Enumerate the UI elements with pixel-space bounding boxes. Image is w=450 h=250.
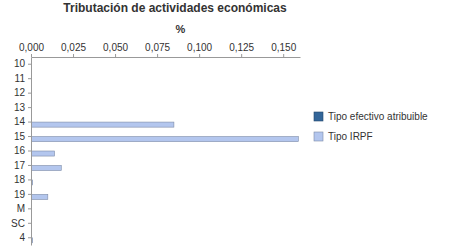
tick-label: 13 (14, 102, 26, 113)
bars (31, 122, 298, 243)
tick-label: 15 (14, 131, 26, 142)
tick-mark (28, 208, 31, 209)
chart: Tributación de actividades económicas%0,… (0, 0, 450, 250)
legend-swatch (314, 112, 323, 121)
tick: 14 (14, 116, 31, 127)
tick-label: 10 (14, 58, 26, 69)
tick: 0,150 (271, 42, 296, 57)
tick-mark (28, 223, 31, 224)
tick-mark (199, 54, 200, 57)
bar (31, 194, 48, 199)
tick-label: 4 (19, 232, 25, 243)
tick: SC (11, 218, 31, 229)
tick: 17 (14, 160, 31, 171)
tick-label: 12 (14, 87, 26, 98)
tick-mark (28, 237, 31, 238)
tick: 15 (14, 131, 31, 142)
legend-swatch (314, 132, 323, 141)
tick-label: 0,050 (103, 42, 128, 53)
tick-label: SC (11, 218, 25, 229)
tick-label: 0,125 (229, 42, 254, 53)
tick: 19 (14, 189, 31, 200)
tick-label: 0,025 (61, 42, 86, 53)
title: Tributación de actividades económicas (63, 1, 287, 15)
tick: 0,075 (145, 42, 170, 57)
tick: 0,100 (187, 42, 212, 57)
tick-label: 16 (14, 145, 26, 156)
tick-mark (28, 165, 31, 166)
tick-label: 19 (14, 189, 26, 200)
tick-mark (157, 54, 158, 57)
tick: 12 (14, 87, 31, 98)
tick-label: 18 (14, 174, 26, 185)
tick-label: M (17, 203, 25, 214)
tick: 4 (19, 232, 31, 243)
legend-label: Tipo efectivo atribuible (328, 111, 428, 122)
legend-label: Tipo IRPF (328, 131, 373, 142)
tick-label: 0,000 (19, 42, 44, 53)
tick: 0,125 (229, 42, 254, 57)
tick-label: 14 (14, 116, 26, 127)
tick: 13 (14, 102, 31, 113)
tick-label: 17 (14, 160, 26, 171)
tick: M (17, 203, 31, 214)
axis-line (31, 58, 32, 246)
tick-label: 0,100 (187, 42, 212, 53)
tick-label: 0,075 (145, 42, 170, 53)
tick: 10 (14, 58, 31, 69)
tick-mark (241, 54, 242, 57)
tick: 0,000 (19, 42, 44, 57)
x-axis: 0,000 0,025 0,050 0,075 0,100 0,125 0,150 (19, 42, 301, 58)
bar (31, 122, 174, 127)
tick-mark (28, 93, 31, 94)
tick-mark (28, 122, 31, 123)
tick-label: 0,150 (271, 42, 296, 53)
tick: 16 (14, 145, 31, 156)
tick-mark (73, 54, 74, 57)
tick-mark (28, 151, 31, 152)
axis-line (32, 57, 301, 58)
legend: Tipo efectivo atribuible Tipo IRPF (314, 111, 428, 142)
tick-mark (28, 64, 31, 65)
bar (31, 165, 61, 170)
tick-mark (115, 54, 116, 57)
tick: 18 (14, 174, 31, 185)
tick-mark (28, 194, 31, 195)
tick-mark (283, 54, 284, 57)
tick: 0,025 (61, 42, 86, 57)
tick-mark (28, 136, 31, 137)
tick-mark (28, 78, 31, 79)
tick-label: 11 (15, 73, 26, 84)
axis-title: % (176, 23, 186, 35)
y-axis: 10 11 12 13 14 15 16 17 18 19 M SC 4 (11, 58, 31, 246)
tick-mark (28, 179, 31, 180)
bar (31, 151, 55, 156)
bar (31, 137, 298, 142)
tick-mark (28, 107, 31, 108)
tick-mark (31, 54, 32, 57)
tick: 11 (15, 73, 31, 84)
tick: 0,050 (103, 42, 128, 57)
